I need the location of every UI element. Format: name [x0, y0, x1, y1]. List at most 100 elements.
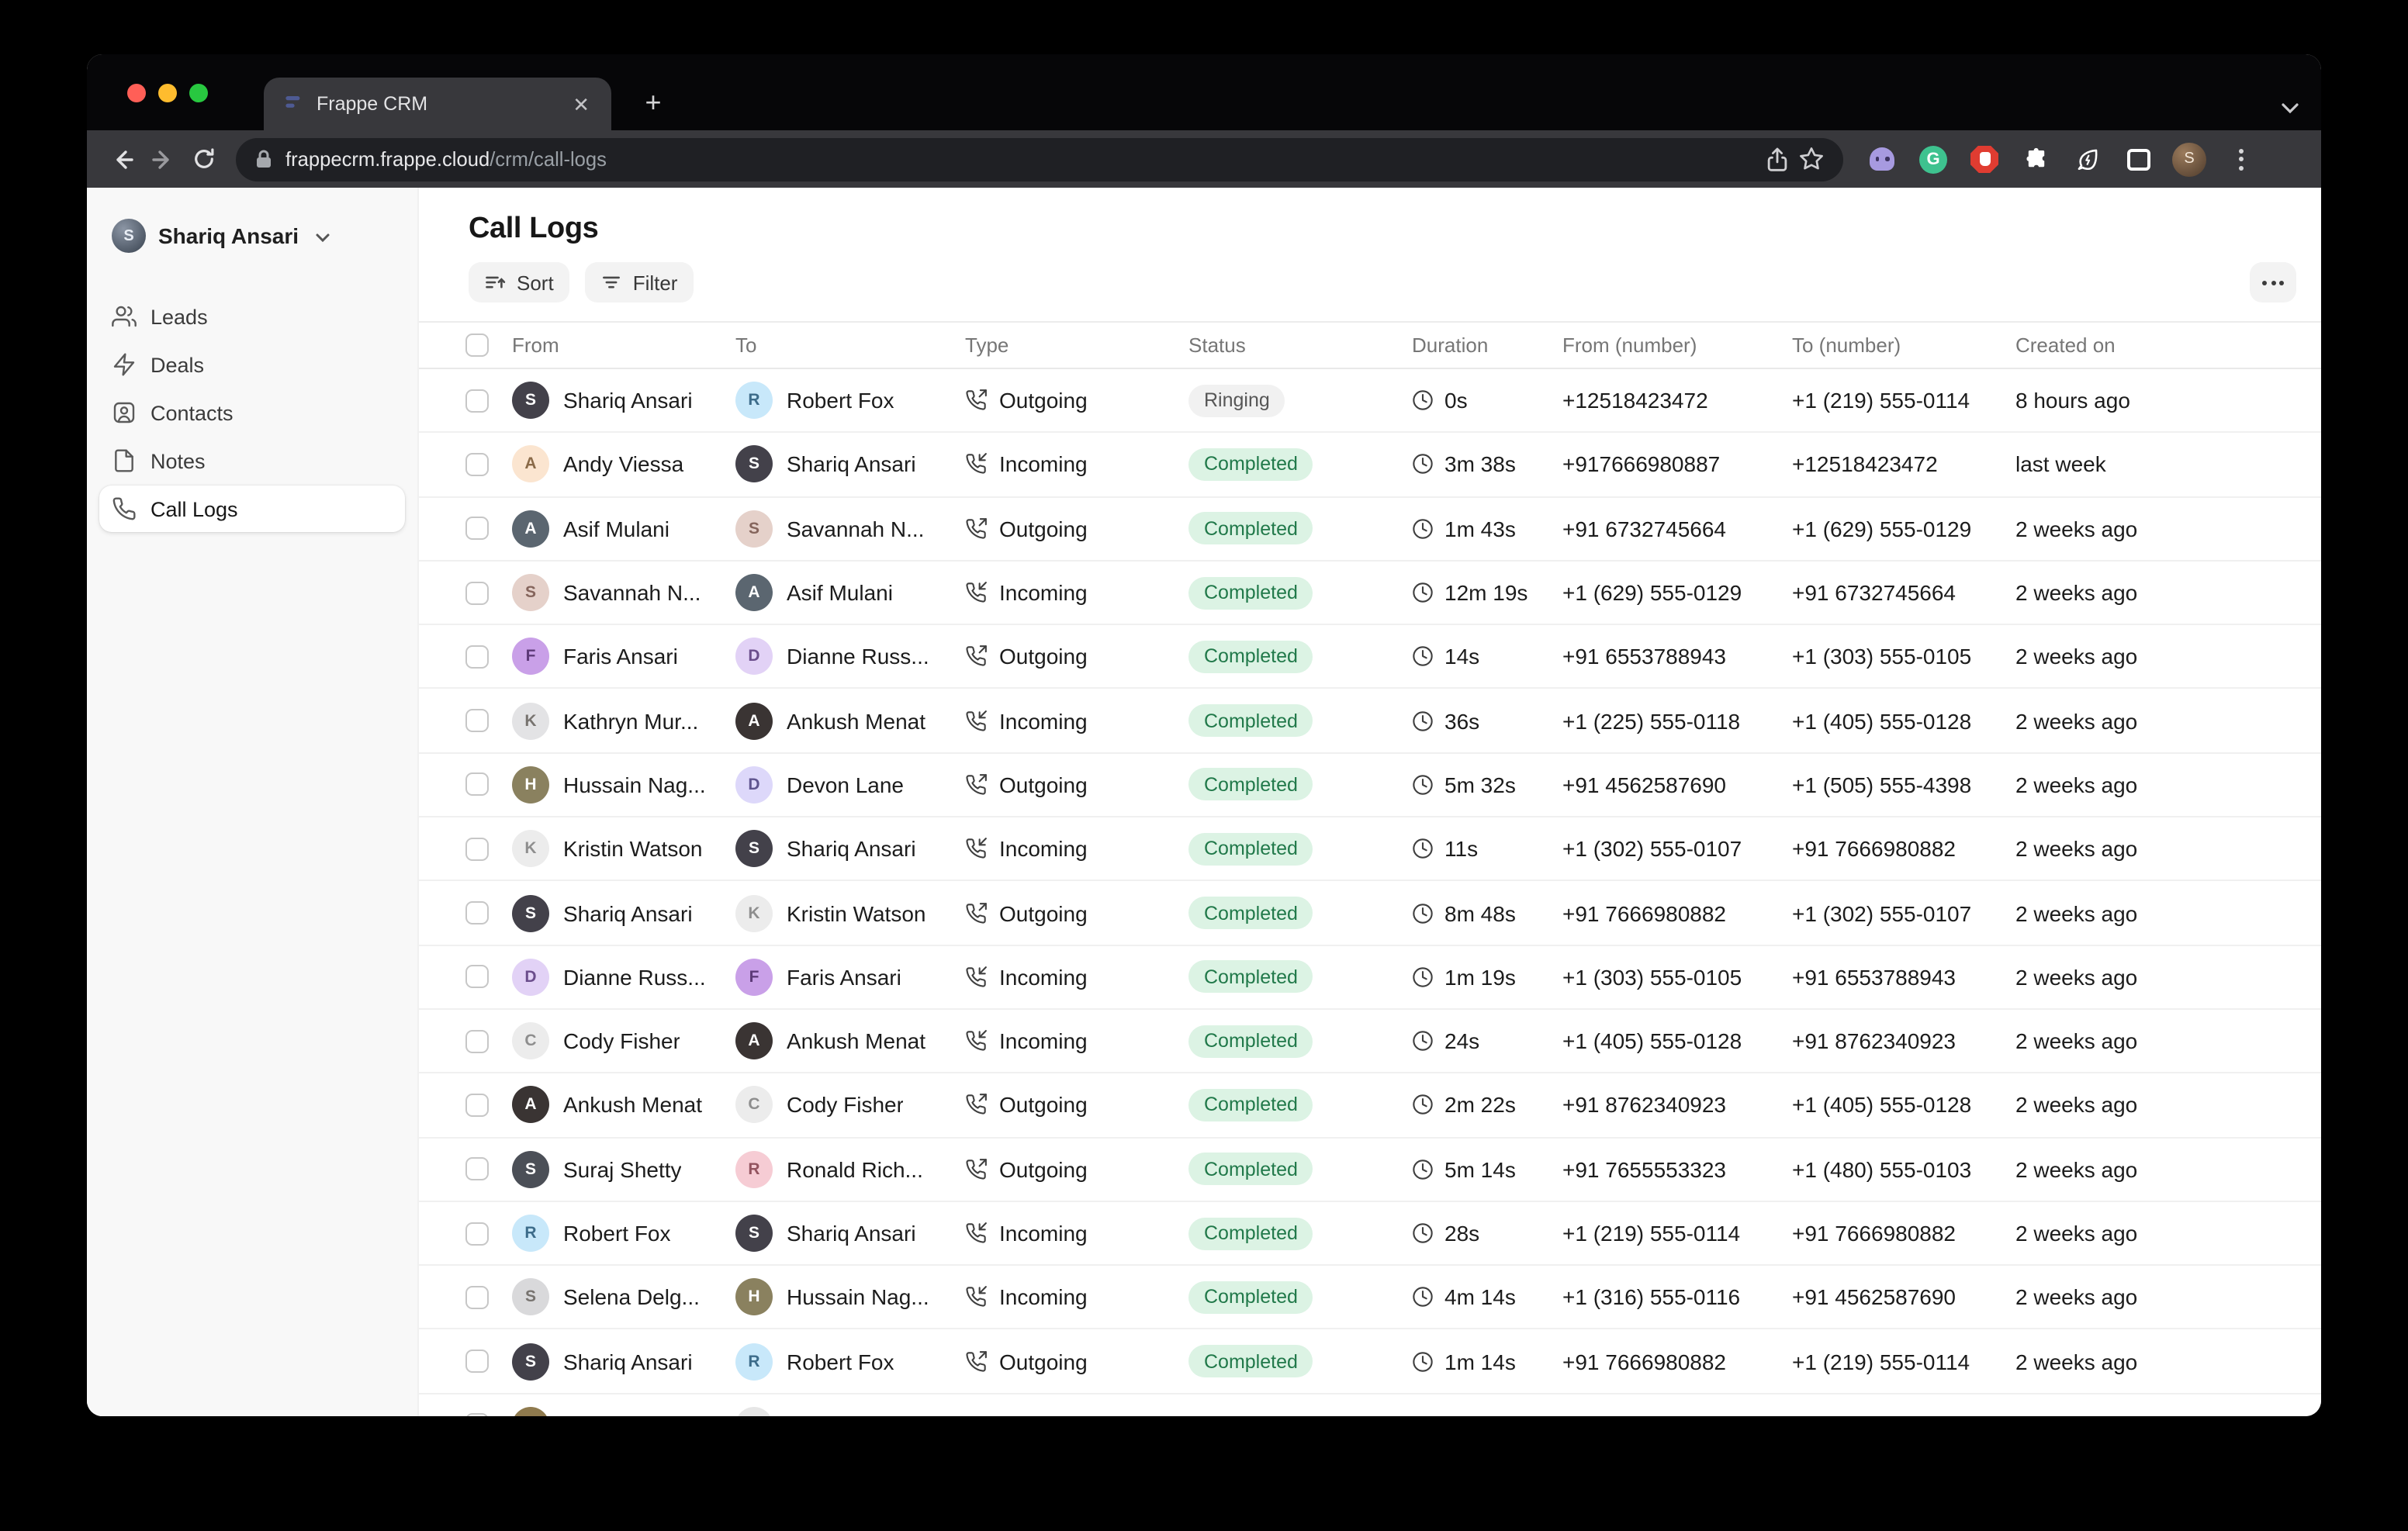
table-row[interactable]: S Shariq Ansari K Kristin Watson Outgoing Com… — [419, 882, 2321, 946]
duration-cell: 28s — [1412, 1221, 1562, 1246]
phone-incoming-icon — [965, 453, 987, 475]
call-type-label: Incoming — [999, 836, 1088, 862]
table-row[interactable]: S Savannah N... A Asif Mulani Incoming Comple… — [419, 562, 2321, 626]
chevron-down-icon — [315, 233, 329, 242]
table-row[interactable]: D Dianne Russ... F Faris Ansari Incoming Comp… — [419, 945, 2321, 1010]
row-checkbox[interactable] — [465, 645, 489, 669]
row-checkbox[interactable] — [465, 389, 489, 413]
call-type-label: Outgoing — [999, 772, 1088, 797]
new-tab-button[interactable]: + — [645, 86, 662, 117]
browser-tab[interactable]: Frappe CRM ✕ — [264, 78, 611, 130]
table-row[interactable]: R Robert Fox S Shariq Ansari Incoming Complet… — [419, 1202, 2321, 1267]
maximize-window-button[interactable] — [189, 84, 208, 102]
to-number: +91 7666980882 — [1792, 836, 1956, 862]
to-number: +1 (405) 555-0128 — [1792, 708, 1972, 734]
table-row[interactable]: A Ankush Menat C Cody Fisher Outgoing Complet… — [419, 1074, 2321, 1139]
tab-overview-chevron-icon[interactable] — [2281, 102, 2299, 115]
to-avatar: R — [735, 1343, 773, 1381]
from-person-cell: C Cody Fisher — [512, 1022, 735, 1060]
column-header-duration[interactable]: Duration — [1412, 334, 1489, 357]
forward-button[interactable] — [143, 139, 183, 179]
sidebar-nav: Leads Deals Contacts Notes — [87, 293, 417, 532]
column-header-type[interactable]: Type — [965, 334, 1009, 357]
table-row[interactable] — [419, 1394, 2321, 1416]
row-checkbox[interactable] — [465, 1093, 489, 1117]
row-checkbox[interactable] — [465, 1222, 489, 1245]
row-checkbox[interactable] — [465, 1029, 489, 1053]
table-row[interactable]: C Cody Fisher A Ankush Menat Incoming Complet… — [419, 1010, 2321, 1074]
call-type-label: Incoming — [999, 964, 1088, 990]
column-header-to[interactable]: To — [735, 334, 757, 357]
extensions-puzzle-icon[interactable] — [2019, 142, 2053, 176]
row-checkbox[interactable] — [465, 581, 489, 605]
share-icon[interactable] — [1759, 142, 1794, 176]
status-badge: Ringing — [1188, 384, 1285, 417]
table-row[interactable]: K Kristin Watson S Shariq Ansari Incoming Com… — [419, 817, 2321, 882]
sidebar-item-deals[interactable]: Deals — [99, 341, 405, 388]
row-checkbox[interactable] — [465, 517, 489, 541]
row-checkbox[interactable] — [465, 1157, 489, 1181]
to-person-name: Savannah N... — [787, 516, 925, 541]
table-row[interactable]: F Faris Ansari D Dianne Russ... Outgoing Comp… — [419, 625, 2321, 689]
column-header-from-number[interactable]: From (number) — [1562, 334, 1697, 357]
column-header-created-on[interactable]: Created on — [2015, 334, 2116, 357]
tab-close-icon[interactable]: ✕ — [573, 92, 590, 116]
table-row[interactable]: K Kathryn Mur... A Ankush Menat Incoming Comp… — [419, 689, 2321, 754]
browser-profile-avatar[interactable]: S — [2172, 142, 2206, 176]
column-header-from[interactable]: From — [512, 334, 559, 357]
row-checkbox[interactable] — [465, 837, 489, 861]
back-button[interactable] — [102, 139, 143, 179]
row-checkbox[interactable] — [465, 965, 489, 989]
filter-button[interactable]: Filter — [584, 262, 694, 302]
row-checkbox[interactable] — [465, 1413, 489, 1416]
sidebar-item-call-logs[interactable]: Call Logs — [99, 486, 405, 532]
row-checkbox[interactable] — [465, 1285, 489, 1309]
table-row[interactable]: S Selena Delg... H Hussain Nag... Incoming Co… — [419, 1266, 2321, 1330]
user-menu[interactable]: S Shariq Ansari — [87, 206, 417, 265]
reload-button[interactable] — [183, 139, 223, 179]
eco-leaf-extension-icon[interactable] — [2070, 142, 2104, 176]
table-row[interactable]: S Shariq Ansari R Robert Fox Outgoing Complet… — [419, 1330, 2321, 1394]
row-checkbox[interactable] — [465, 772, 489, 797]
sidebar-item-contacts[interactable]: Contacts — [99, 389, 405, 436]
row-checkbox[interactable] — [465, 901, 489, 925]
from-avatar: D — [512, 958, 549, 996]
table-row[interactable]: S Suraj Shetty R Ronald Rich... Outgoing Comp… — [419, 1138, 2321, 1202]
sidebar-item-leads[interactable]: Leads — [99, 293, 405, 340]
table-row[interactable]: A Andy Viessa S Shariq Ansari Incoming Comple… — [419, 434, 2321, 498]
status-cell: Completed — [1188, 1217, 1412, 1249]
column-header-status[interactable]: Status — [1188, 334, 1246, 357]
from-avatar: F — [512, 638, 549, 676]
grammarly-extension-icon[interactable]: G — [1916, 142, 1950, 176]
column-header-to-number[interactable]: To (number) — [1792, 334, 1901, 357]
sidebar-item-notes[interactable]: Notes — [99, 437, 405, 484]
status-badge: Completed — [1188, 576, 1313, 610]
row-checkbox[interactable] — [465, 709, 489, 733]
table-row[interactable]: A Asif Mulani S Savannah N... Outgoing Comple… — [419, 497, 2321, 562]
bookmark-star-icon[interactable] — [1794, 142, 1828, 176]
row-checkbox[interactable] — [465, 452, 489, 476]
minimize-window-button[interactable] — [158, 84, 177, 102]
adblock-extension-icon[interactable] — [1967, 142, 2001, 176]
row-checkbox[interactable] — [465, 1350, 489, 1374]
status-cell: Completed — [1188, 1280, 1412, 1314]
table-row[interactable]: S Shariq Ansari R Robert Fox Outgoing Ringing… — [419, 369, 2321, 434]
github-extension-icon[interactable] — [1865, 142, 1899, 176]
from-person-name: Shariq Ansari — [563, 900, 693, 926]
address-bar[interactable]: frappecrm.frappe.cloud/crm/call-logs — [236, 137, 1843, 181]
select-all-checkbox[interactable] — [465, 334, 489, 357]
clock-icon — [1412, 1222, 1434, 1244]
browser-menu-icon[interactable] — [2223, 142, 2258, 176]
from-avatar: K — [512, 702, 549, 740]
duration-cell: 2m 22s — [1412, 1093, 1562, 1118]
more-options-button[interactable] — [2250, 262, 2296, 302]
duration-value: 5m 32s — [1444, 772, 1516, 797]
close-window-button[interactable] — [127, 84, 146, 102]
table-row[interactable]: H Hussain Nag... D Devon Lane Outgoing Comple… — [419, 754, 2321, 818]
call-type-cell: Outgoing — [965, 772, 1188, 797]
created-on: 2 weeks ago — [2015, 644, 2138, 669]
sort-button[interactable]: Sort — [469, 262, 569, 302]
from-number: +1 (219) 555-0114 — [1562, 1221, 1741, 1246]
reading-mode-extension-icon[interactable] — [2121, 142, 2155, 176]
